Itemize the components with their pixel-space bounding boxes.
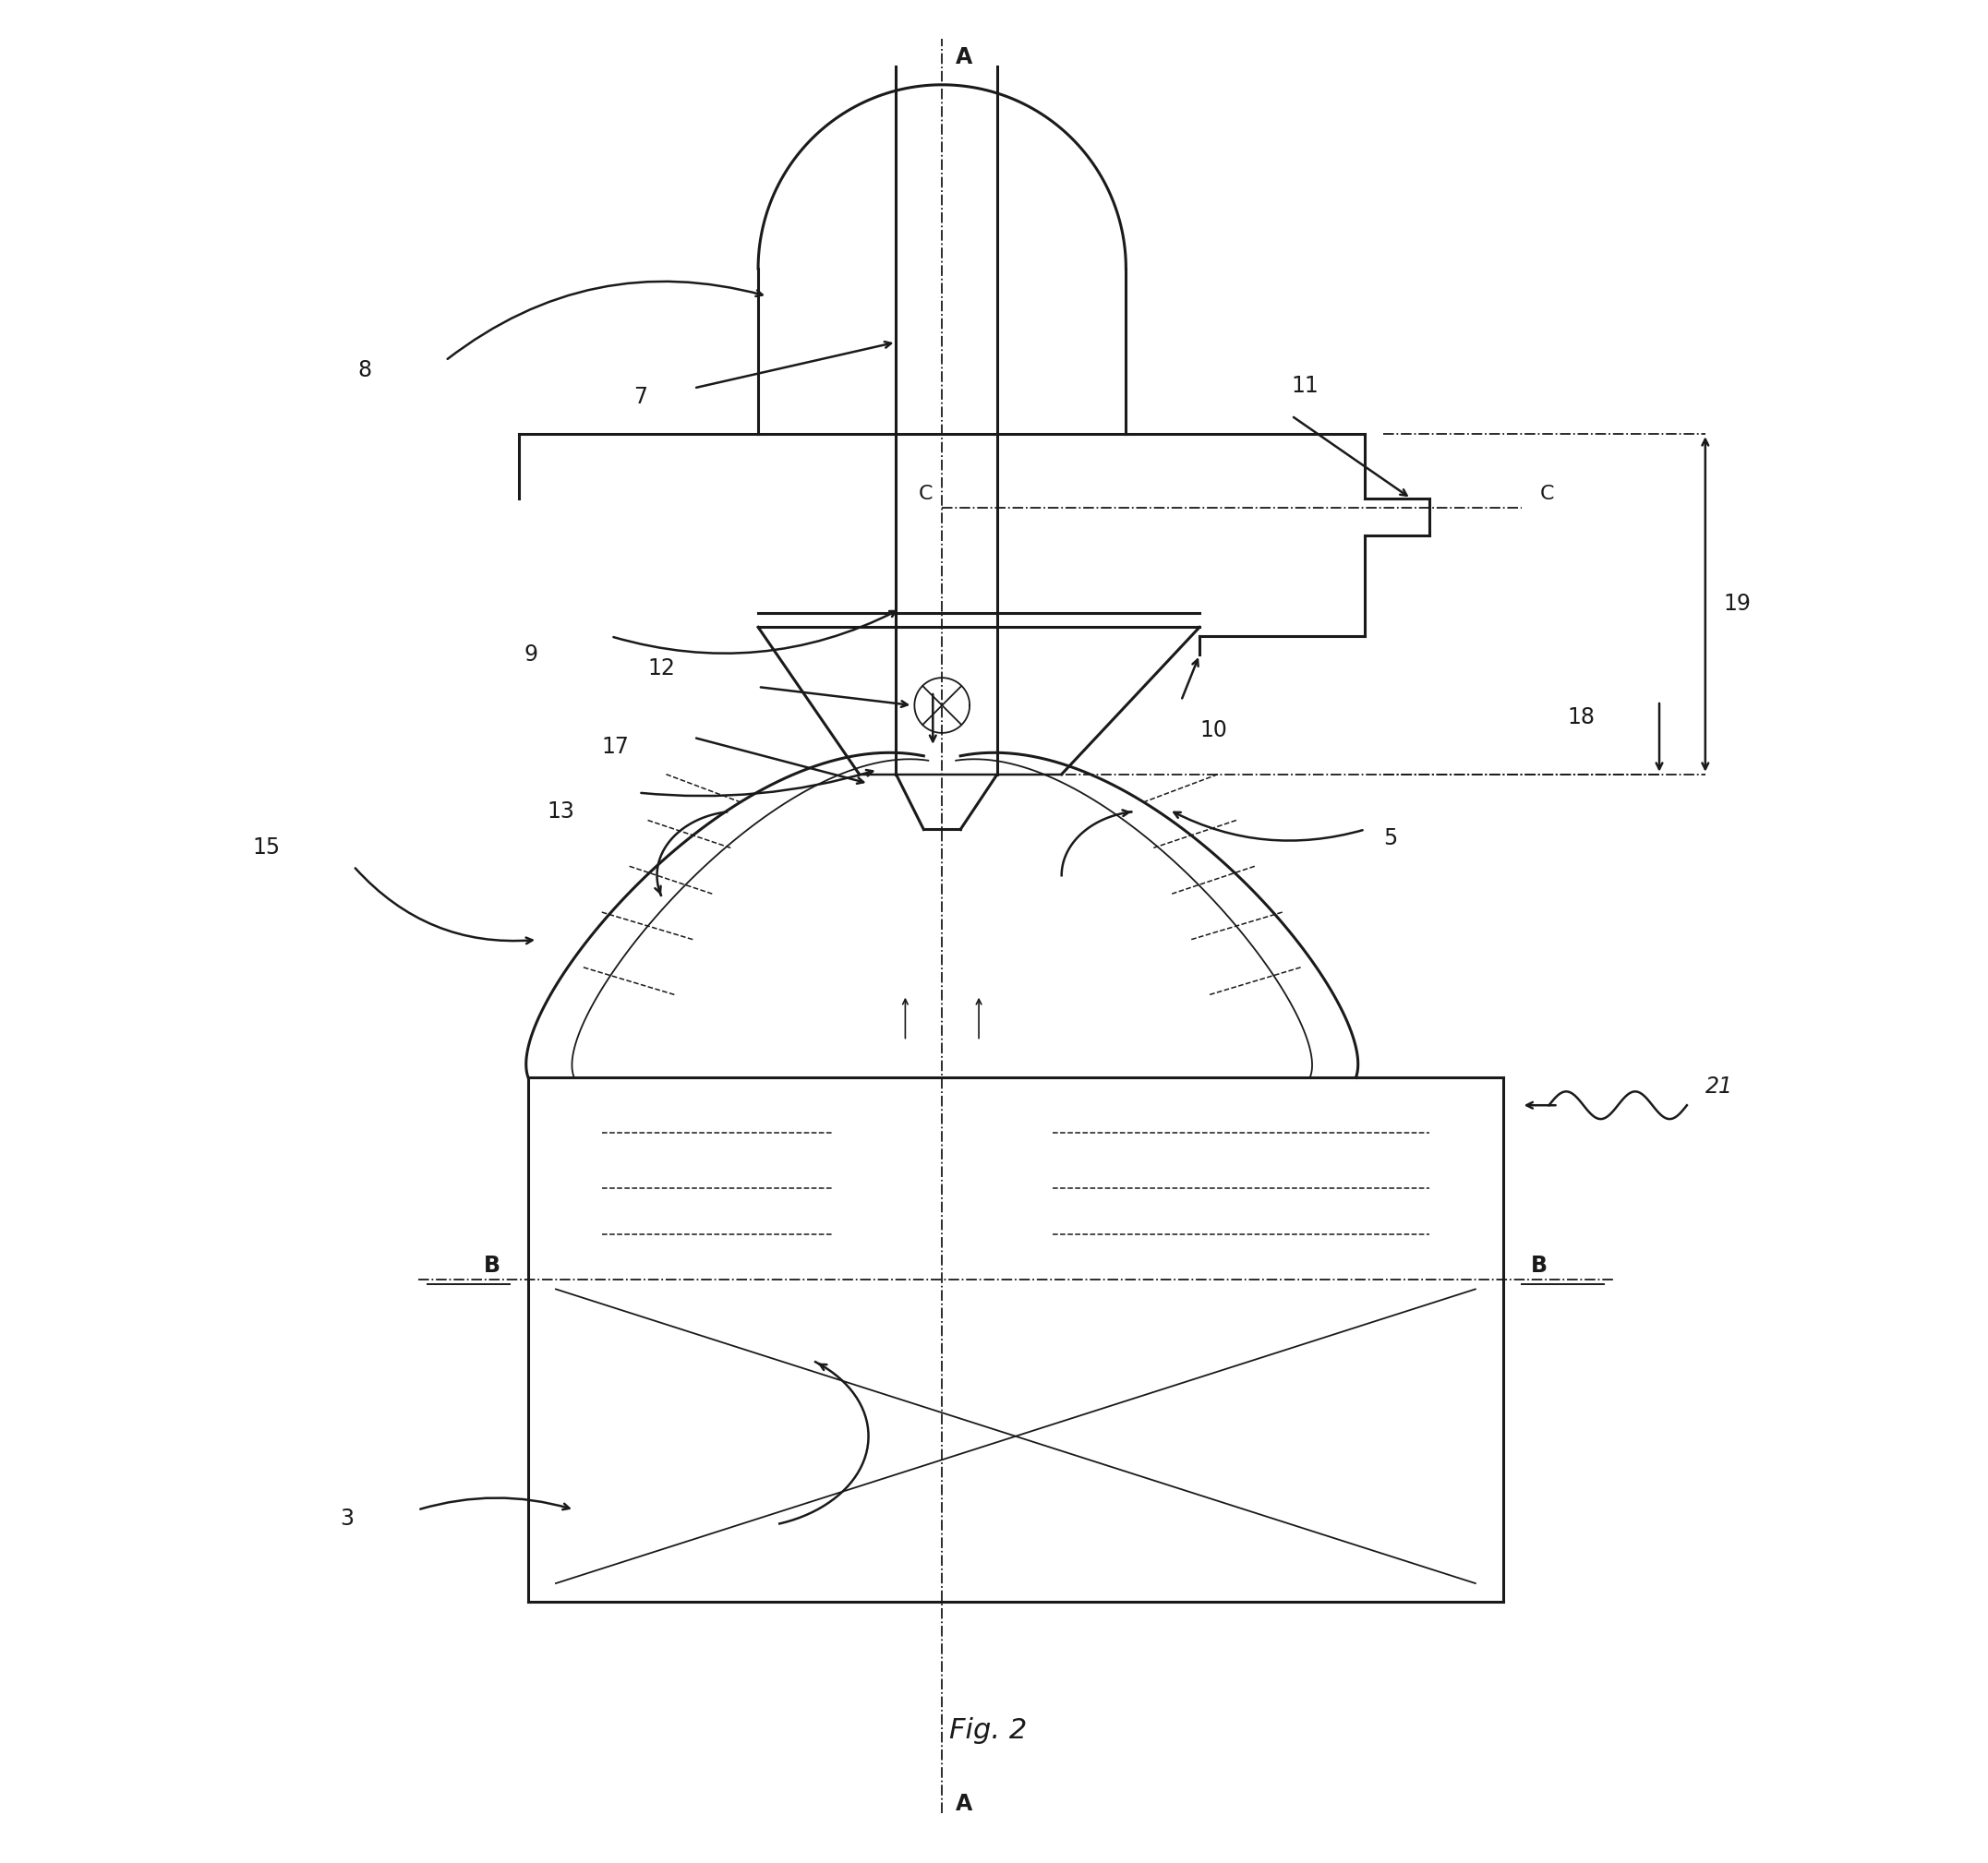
Text: 19: 19 [1724,592,1751,615]
Text: 21: 21 [1706,1075,1734,1097]
Text: 15: 15 [252,836,280,859]
Text: A: A [956,47,972,69]
Text: 18: 18 [1567,706,1594,728]
Text: 11: 11 [1292,374,1318,397]
Text: 13: 13 [547,799,575,822]
Text: 9: 9 [523,645,537,665]
Text: B: B [483,1256,501,1278]
Text: C: C [1541,484,1555,503]
Text: C: C [918,484,932,503]
Text: 17: 17 [602,736,630,758]
Text: 3: 3 [340,1507,354,1530]
Text: 10: 10 [1199,719,1227,741]
Text: B: B [1531,1256,1547,1278]
Text: 5: 5 [1384,827,1398,850]
Text: 7: 7 [634,386,648,408]
Text: 12: 12 [648,658,676,680]
Text: Fig. 2: Fig. 2 [948,1718,1028,1744]
Text: 8: 8 [358,360,372,380]
Text: A: A [956,1792,972,1815]
